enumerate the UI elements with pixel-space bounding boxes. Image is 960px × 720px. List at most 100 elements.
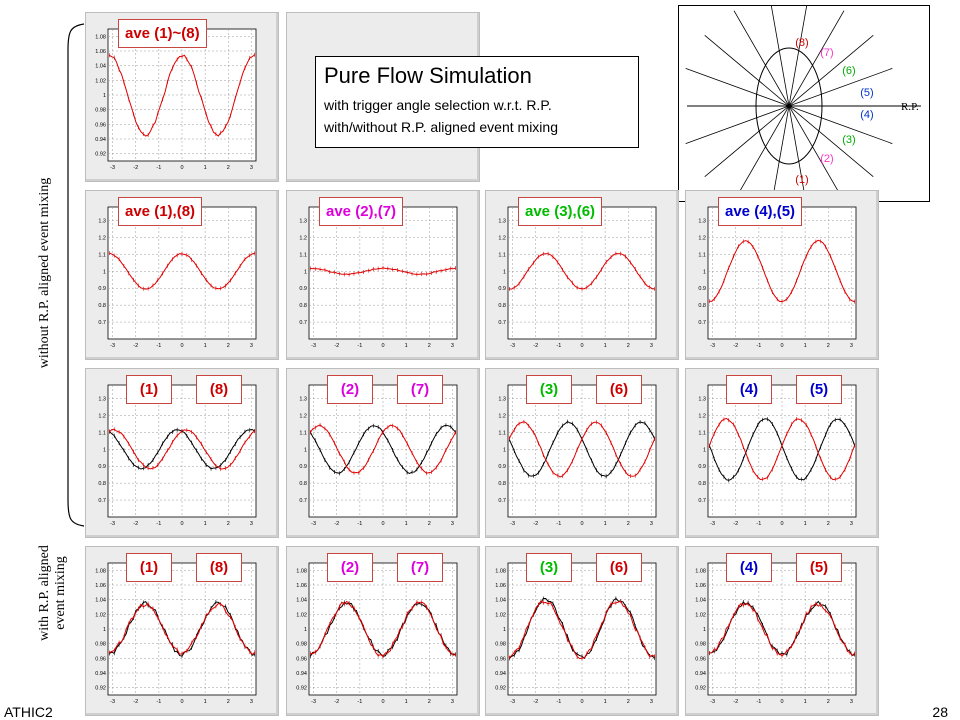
y-tick-label: 0.9 [299, 464, 307, 470]
x-tick-label: 0 [381, 343, 384, 349]
rp-label: R.P. [901, 101, 919, 113]
y-tick-label: 1 [103, 627, 106, 633]
y-tick-label: 0.98 [95, 108, 106, 114]
y-tick-label: 1 [103, 447, 106, 453]
info-title: Pure Flow Simulation [324, 63, 532, 88]
legend-label-1: (1) [126, 375, 172, 404]
legend-label-2: (7) [397, 553, 443, 582]
chart-panel-mix_4_5: 0.92 0.94 0.96 0.98 1 1.02 1.04 1.06 1.08 -3 -2 -1 0… [685, 546, 879, 716]
x-tick-label: -3 [311, 521, 316, 527]
y-tick-label: 0.98 [296, 642, 307, 648]
x-tick-label: -2 [533, 521, 538, 527]
chart-svg: 0.92 0.94 0.96 0.98 1 1.02 1.04 1.06 1.08 -3 -2 -1 0… [495, 562, 657, 705]
y-tick-label: 1.2 [299, 413, 307, 419]
left-brace [67, 23, 85, 527]
legend-label: ave (1),(8) [118, 197, 203, 226]
x-tick-label: -3 [710, 521, 715, 527]
chart-panel-pair_1_8: 0.7 0.8 0.9 1 1.1 1.2 1.3 -3 -2 -1 0 1 2 3 (1) (8) [85, 368, 279, 538]
y-tick-label: 1 [703, 269, 706, 275]
x-tick-label: -2 [133, 521, 138, 527]
side-label-with-2: event mixing [53, 556, 68, 630]
x-tick-label: 3 [250, 699, 253, 705]
x-tick-label: 1 [604, 699, 607, 705]
x-tick-label: -1 [357, 343, 362, 349]
x-tick-label: -1 [156, 165, 161, 171]
y-tick-label: 1.1 [698, 430, 706, 436]
x-tick-label: -3 [110, 165, 115, 171]
x-tick-label: -3 [710, 699, 715, 705]
chart-panel-mix_3_6: 0.92 0.94 0.96 0.98 1 1.02 1.04 1.06 1.08 -3 -2 -1 0… [485, 546, 679, 716]
y-tick-label: 1 [703, 447, 706, 453]
y-tick-label: 1.04 [95, 64, 106, 70]
x-tick-label: -1 [756, 521, 761, 527]
y-tick-label: 1.3 [98, 397, 106, 403]
y-tick-label: 0.98 [95, 642, 106, 648]
chart-panel-pair_4_5: 0.7 0.8 0.9 1 1.1 1.2 1.3 -3 -2 -1 0 1 2 3 (4) (5) [685, 368, 879, 538]
y-tick-label: 0.8 [498, 481, 506, 487]
x-tick-label: 1 [204, 521, 207, 527]
y-tick-label: 1.3 [299, 397, 307, 403]
x-tick-label: 2 [227, 699, 230, 705]
x-tick-label: 2 [428, 343, 431, 349]
x-tick-label: 2 [827, 699, 830, 705]
y-tick-label: 0.94 [296, 671, 307, 677]
legend-label-2: (6) [596, 375, 642, 404]
x-tick-label: -3 [110, 521, 115, 527]
x-tick-label: 2 [428, 699, 431, 705]
x-tick-label: 3 [250, 521, 253, 527]
chart-panel-ave_4_5: 0.7 0.8 0.9 1 1.1 1.2 1.3 -3 -2 -1 0 1 2 3 ave (4),(5) [685, 190, 879, 360]
y-tick-label: 0.94 [495, 671, 506, 677]
legend-label: ave (4),(5) [718, 197, 803, 226]
x-tick-label: 0 [580, 521, 583, 527]
y-tick-label: 0.7 [98, 498, 106, 504]
legend-label-2: (5) [796, 553, 842, 582]
x-tick-label: 2 [227, 165, 230, 171]
info-box: Pure Flow Simulation with trigger angle … [315, 56, 639, 148]
y-tick-label: 1.1 [498, 430, 506, 436]
x-tick-label: 3 [451, 521, 454, 527]
x-tick-label: 3 [850, 343, 853, 349]
y-tick-label: 1.02 [95, 612, 106, 618]
legend-label: ave (1)~(8) [118, 19, 207, 48]
x-tick-label: -1 [156, 343, 161, 349]
x-tick-label: 1 [804, 521, 807, 527]
x-tick-label: 1 [405, 699, 408, 705]
x-tick-label: -2 [133, 165, 138, 171]
x-tick-label: -3 [110, 343, 115, 349]
x-tick-label: 3 [850, 521, 853, 527]
x-tick-label: 2 [627, 521, 630, 527]
x-tick-label: 1 [405, 521, 408, 527]
chart-svg: 0.7 0.8 0.9 1 1.1 1.2 1.3 -3 -2 -1 0 1 2 3 [299, 384, 458, 527]
rp-bin-label: (1) [795, 174, 808, 186]
x-tick-label: 2 [428, 521, 431, 527]
legend-label-1: (2) [327, 553, 373, 582]
chart-svg: 0.92 0.94 0.96 0.98 1 1.02 1.04 1.06 1.08 -3 -2 -1 0… [695, 562, 857, 705]
x-tick-label: 0 [180, 165, 183, 171]
x-tick-label: 1 [204, 699, 207, 705]
y-tick-label: 1.06 [695, 583, 706, 589]
x-tick-label: 3 [650, 343, 653, 349]
chart-panel-pair_2_7: 0.7 0.8 0.9 1 1.1 1.2 1.3 -3 -2 -1 0 1 2 3 (2) (7) [286, 368, 480, 538]
y-tick-label: 1.1 [299, 252, 307, 258]
x-tick-label: 2 [227, 343, 230, 349]
x-tick-label: -2 [334, 521, 339, 527]
y-tick-label: 0.8 [98, 481, 106, 487]
y-tick-label: 1.3 [498, 219, 506, 225]
y-tick-label: 0.94 [95, 137, 106, 143]
chart-panel-ave_2_7: 0.7 0.8 0.9 1 1.1 1.2 1.3 -3 -2 -1 0 1 2 3 ave (2),(7) [286, 190, 480, 360]
x-tick-label: -3 [710, 343, 715, 349]
y-tick-label: 1.08 [296, 568, 307, 574]
chart-svg: 0.7 0.8 0.9 1 1.1 1.2 1.3 -3 -2 -1 0 1 2 3 [698, 384, 857, 527]
x-tick-label: 0 [580, 343, 583, 349]
x-tick-label: -2 [733, 343, 738, 349]
y-tick-label: 1.04 [296, 598, 307, 604]
side-label-with-1: with R.P. aligned [37, 545, 52, 641]
x-tick-label: 0 [780, 521, 783, 527]
x-tick-label: -3 [510, 521, 515, 527]
rp-bin-label: (4) [860, 109, 873, 121]
legend-label: ave (3),(6) [518, 197, 603, 226]
rp-bin-label: (3) [842, 134, 855, 146]
x-tick-label: -2 [334, 343, 339, 349]
y-tick-label: 0.7 [299, 498, 307, 504]
x-tick-label: -3 [311, 343, 316, 349]
